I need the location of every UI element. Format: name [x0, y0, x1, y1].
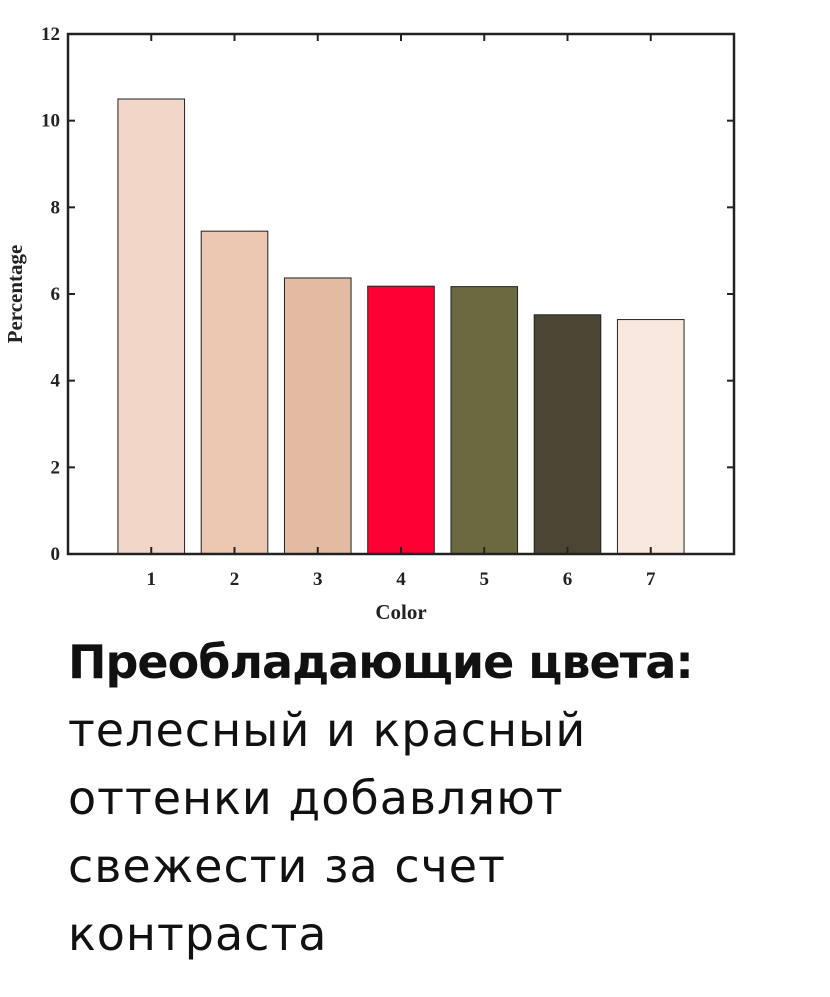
x-tick-labels: 1 2 3 4 5 6 7	[147, 569, 657, 590]
caption-heading: Преобладающие цвета:	[68, 635, 694, 689]
bar	[367, 285, 435, 555]
x-tick-label: 2	[230, 569, 240, 590]
caption-line: телесный и красный	[68, 703, 587, 757]
y-tick-label: 8	[51, 197, 61, 218]
bar	[200, 230, 269, 555]
caption: Преобладающие цвета: телесный и красный …	[68, 628, 808, 968]
x-tick-label: 4	[396, 569, 406, 590]
x-axis-label: Color	[375, 600, 426, 624]
bar	[283, 277, 352, 555]
x-tick-label: 6	[563, 569, 573, 590]
caption-line: контраста	[68, 907, 328, 961]
bar	[533, 314, 602, 555]
y-tick-label: 12	[41, 24, 60, 45]
caption-line: свежести за счет	[68, 839, 506, 893]
y-tick-label: 2	[51, 457, 61, 478]
bar	[117, 98, 186, 555]
x-tick-label: 1	[147, 569, 157, 590]
bars-group	[117, 98, 685, 555]
x-tick-label: 7	[646, 569, 656, 590]
caption-line: оттенки добавляют	[68, 771, 564, 825]
y-tick-labels: 0 2 4 6 8 10 12	[41, 24, 61, 565]
x-tick-label: 3	[313, 569, 323, 590]
y-tick-label: 0	[51, 544, 61, 565]
y-tick-label: 6	[51, 284, 61, 305]
y-tick-label: 4	[51, 371, 61, 392]
bar	[450, 286, 519, 555]
y-axis-label: Percentage	[3, 245, 27, 344]
y-tick-label: 10	[41, 111, 60, 132]
bar	[616, 319, 685, 555]
plot-frame	[66, 32, 736, 556]
x-tick-label: 5	[480, 569, 490, 590]
